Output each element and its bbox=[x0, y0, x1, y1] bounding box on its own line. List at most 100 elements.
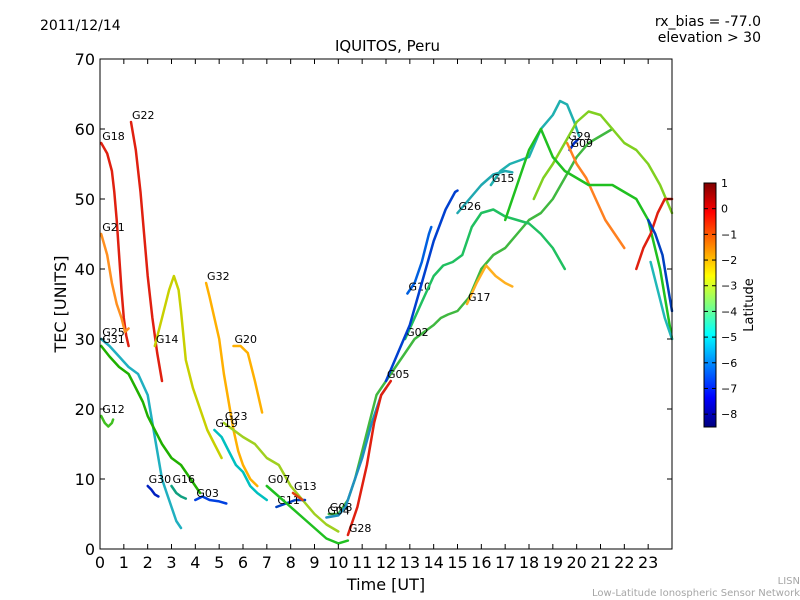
x-tick-label: 5 bbox=[214, 553, 224, 572]
series-line-g30 bbox=[146, 484, 160, 498]
series-label-g16: G16 bbox=[173, 473, 196, 486]
x-tick-label: 8 bbox=[286, 553, 296, 572]
x-tick-label: 1 bbox=[119, 553, 129, 572]
series-label-g18: G18 bbox=[102, 130, 125, 143]
x-tick-label: 18 bbox=[519, 553, 539, 572]
y-tick-label: 40 bbox=[75, 260, 95, 279]
y-tick-label: 70 bbox=[75, 50, 95, 69]
x-tick-label: 9 bbox=[309, 553, 319, 572]
x-tick-label: 0 bbox=[95, 553, 105, 572]
series-line-g07 bbox=[265, 484, 350, 545]
series-label-g14: G14 bbox=[156, 333, 179, 346]
x-tick-label: 15 bbox=[447, 553, 467, 572]
series-line-g17 bbox=[465, 264, 514, 306]
series-label-g12: G12 bbox=[102, 403, 125, 416]
series-line-g19 bbox=[213, 428, 269, 502]
x-tick-label: 20 bbox=[566, 553, 586, 572]
x-tick-label: 17 bbox=[495, 553, 515, 572]
series-line-g05 bbox=[384, 189, 459, 383]
series-label-g07: G07 bbox=[268, 473, 291, 486]
series-label-g05: G05 bbox=[387, 368, 410, 381]
series-line-g12 bbox=[99, 414, 115, 428]
series-line bbox=[635, 197, 674, 271]
series-label-g03: G03 bbox=[196, 487, 219, 500]
colorbar-ticks: 1 0 −1 −2 −3 −4 −5 −6 −7 −8 bbox=[704, 177, 737, 421]
x-tick-label: 23 bbox=[638, 553, 658, 572]
series-label-g22: G22 bbox=[132, 109, 155, 122]
colorbar-tick-label: −4 bbox=[721, 305, 737, 318]
series-line-g23 bbox=[222, 421, 340, 533]
series-label-g31: G31 bbox=[102, 333, 125, 346]
x-tick-label: 6 bbox=[238, 553, 248, 572]
colorbar bbox=[703, 182, 717, 428]
credit-network: Low-Latitude Ionospheric Sensor Network bbox=[592, 588, 800, 599]
y-tick-label: 0 bbox=[85, 540, 95, 559]
series-label-g25: G25 bbox=[102, 326, 125, 339]
series-label-g28: G28 bbox=[349, 522, 372, 535]
y-axis-label: TEC [UNITS] bbox=[51, 256, 70, 354]
x-tick-label: 14 bbox=[423, 553, 443, 572]
series-line-g03 bbox=[194, 495, 228, 505]
colorbar-tick-label: −8 bbox=[721, 408, 737, 421]
x-tick-label: 19 bbox=[543, 553, 563, 572]
series-line-g10 bbox=[406, 225, 433, 295]
series-label-g26: G26 bbox=[459, 200, 482, 213]
series-line bbox=[649, 260, 674, 341]
date-label: 2011/12/14 bbox=[40, 18, 121, 34]
series-label-g15: G15 bbox=[492, 172, 515, 185]
series-line-g08 bbox=[327, 127, 614, 516]
series-line-g09 bbox=[568, 138, 580, 152]
x-tick-label: 21 bbox=[590, 553, 610, 572]
x-tick-label: 2 bbox=[143, 553, 153, 572]
rx-bias-label: rx_bias = -77.0 bbox=[654, 14, 761, 30]
series-line-g14 bbox=[153, 274, 223, 460]
x-tick-label: 10 bbox=[328, 553, 348, 572]
x-tick-label: 22 bbox=[614, 553, 634, 572]
series-line bbox=[532, 110, 674, 215]
series-label-g11: G11 bbox=[277, 494, 300, 507]
colorbar-tick-label: −3 bbox=[721, 280, 737, 293]
y-tick-label: 60 bbox=[75, 120, 95, 139]
series-label-g17: G17 bbox=[468, 291, 491, 304]
x-tick-label: 13 bbox=[400, 553, 420, 572]
series-label-g02: G02 bbox=[406, 326, 429, 339]
credit-lisn: LISN bbox=[777, 576, 800, 587]
series-line-g21 bbox=[99, 232, 130, 334]
elevation-label: elevation > 30 bbox=[657, 30, 761, 46]
x-tick-label: 11 bbox=[352, 553, 372, 572]
series-label-g30: G30 bbox=[149, 473, 172, 486]
x-tick-label: 3 bbox=[166, 553, 176, 572]
x-tick-label: 12 bbox=[376, 553, 396, 572]
series-label-g23: G23 bbox=[225, 410, 248, 423]
series-line-g11 bbox=[275, 498, 307, 509]
series-line-g25 bbox=[99, 337, 183, 530]
series-line-g32 bbox=[204, 281, 259, 488]
series-label-g32: G32 bbox=[207, 270, 230, 283]
colorbar-tick-label: −2 bbox=[721, 254, 737, 267]
series-line-g29 bbox=[565, 141, 626, 250]
series-line-g16 bbox=[170, 484, 188, 500]
series-line-g02 bbox=[403, 208, 567, 341]
axes-layer: 0 1 2 3 4 5 6 7 8 9 10 11 12 13 14 15 16 17 18 19 20 21 22 2301… bbox=[75, 50, 672, 572]
y-tick-label: 50 bbox=[75, 190, 95, 209]
series-line-g20 bbox=[232, 344, 264, 414]
series-label-g19: G19 bbox=[215, 417, 238, 430]
series-line bbox=[503, 127, 674, 341]
series-line-g18 bbox=[99, 141, 130, 348]
x-tick-label: 16 bbox=[471, 553, 491, 572]
colorbar-tick-label: −5 bbox=[721, 331, 737, 344]
colorbar-tick-label: −7 bbox=[721, 382, 737, 395]
series-label-g13: G13 bbox=[294, 480, 317, 493]
y-tick-label: 20 bbox=[75, 400, 95, 419]
series-line-g28 bbox=[346, 379, 393, 537]
series-label-g20: G20 bbox=[234, 333, 257, 346]
colorbar-label: Latitude bbox=[742, 278, 757, 332]
series-line-g13 bbox=[291, 491, 304, 502]
series-line-g31 bbox=[99, 344, 202, 495]
series-line-g26 bbox=[456, 169, 514, 215]
x-tick-label: 7 bbox=[262, 553, 272, 572]
series-line-g22 bbox=[129, 120, 164, 383]
x-axis-label: Time [UT] bbox=[346, 575, 425, 594]
